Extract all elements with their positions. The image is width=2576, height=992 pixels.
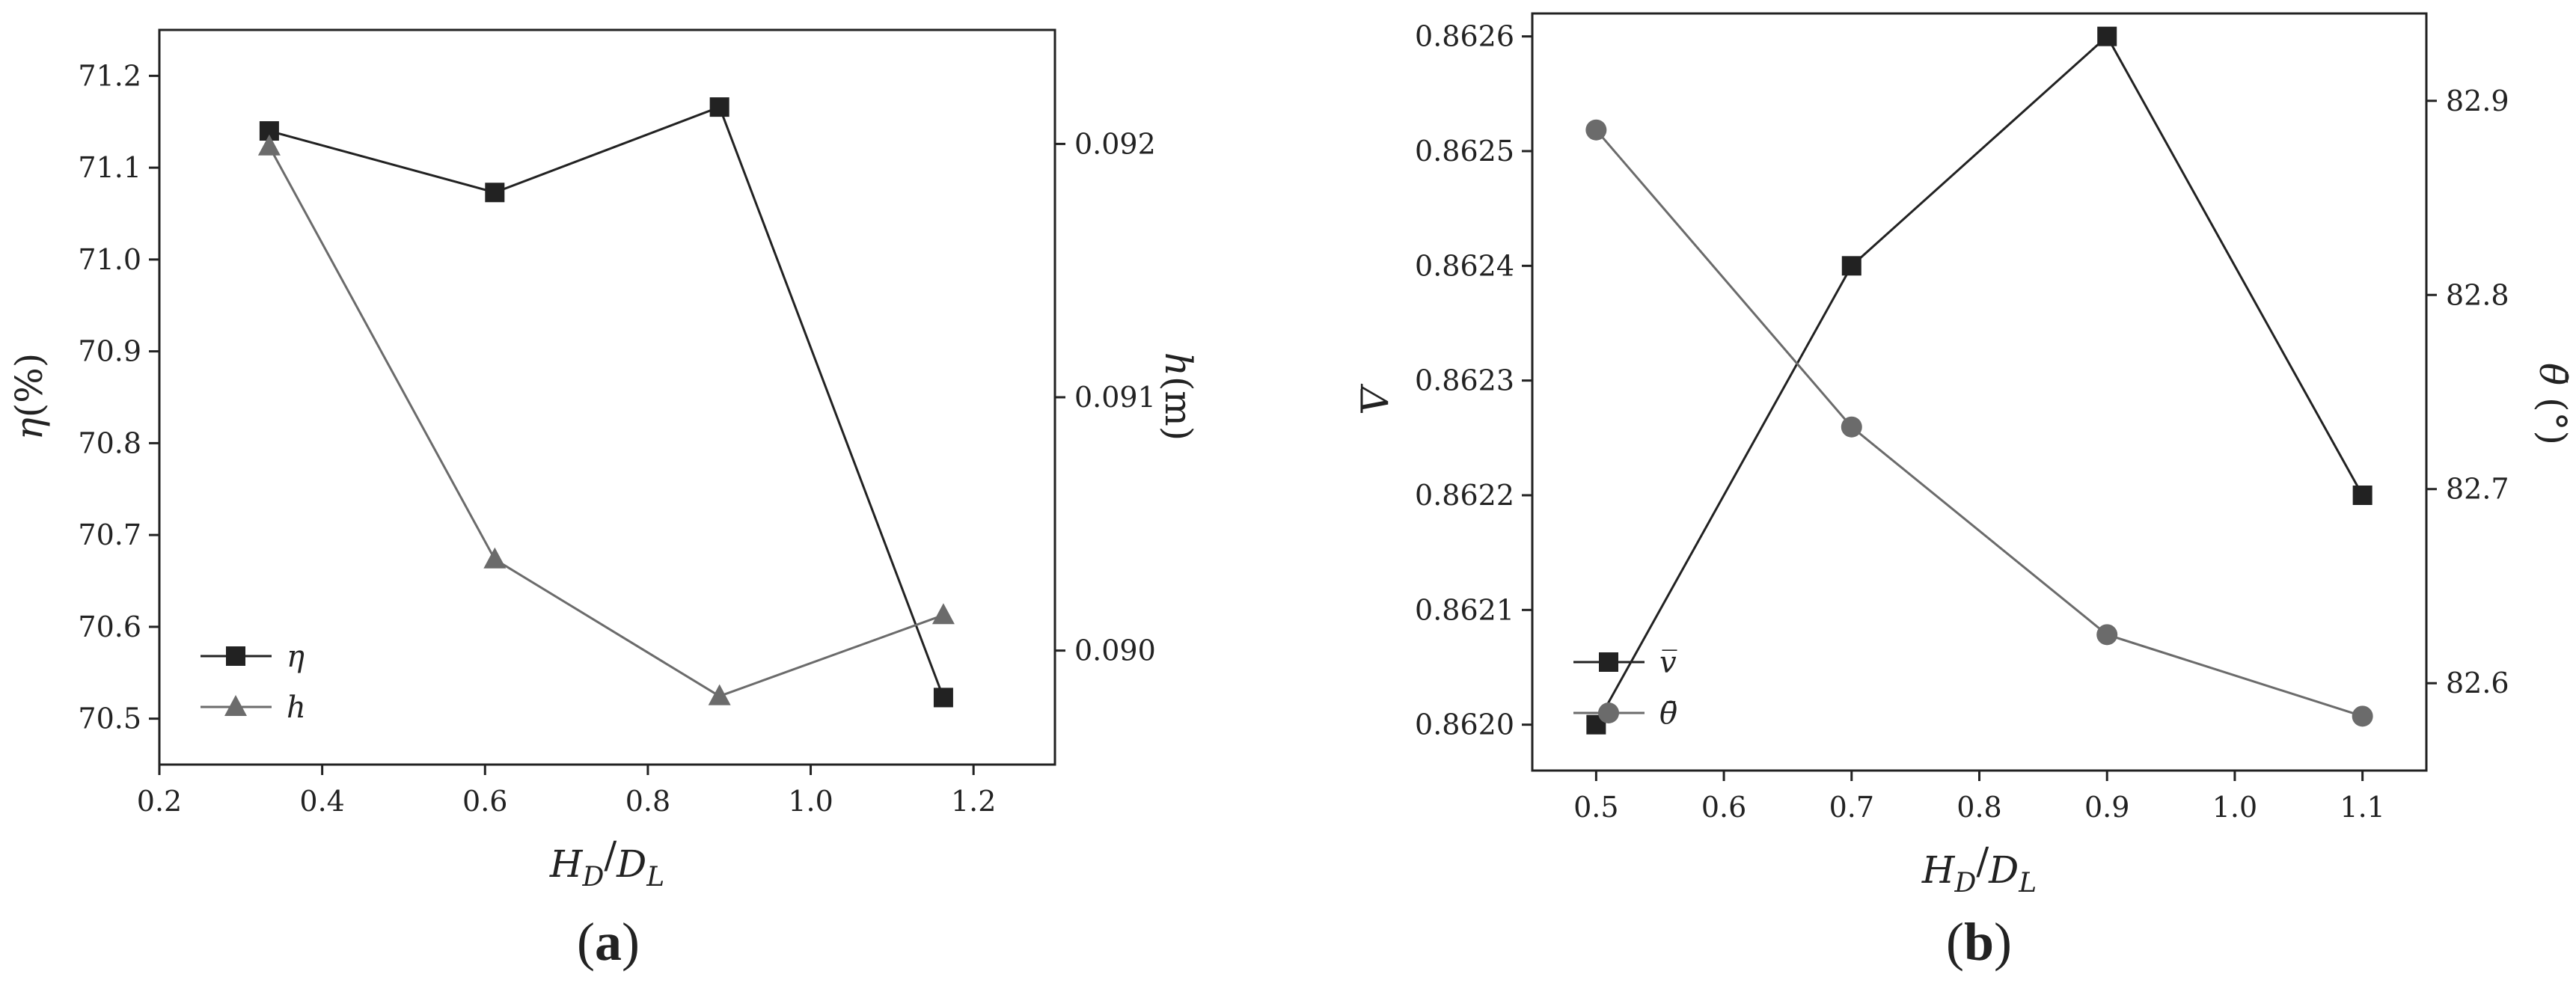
left-y-tick-label: 0.8626 (1415, 20, 1514, 53)
data-point-series-0 (485, 183, 505, 203)
left-y-axis-title: η(%) (7, 353, 51, 441)
left-y-axis-title: V (1353, 383, 1397, 414)
right-y-tick-label: 82.7 (2446, 473, 2509, 506)
panel-label-b: (b) (1946, 912, 2012, 972)
data-point-series-1 (1841, 416, 1862, 438)
right-y-tick-label: 82.9 (2446, 85, 2509, 117)
data-point-series-1 (708, 684, 731, 705)
x-tick-label: 0.8 (1957, 791, 2001, 824)
right-y-tick-label: 82.6 (2446, 667, 2509, 699)
x-tick-label: 0.6 (462, 785, 507, 818)
left-y-tick-label: 70.7 (78, 518, 141, 551)
chart-panel-a: 0.2 0.4 0.6 0.8 1.0 1.2 70.5 70.6 70.7 70.8 70.9 71… (7, 28, 1200, 972)
right-y-tick-label: 0.090 (1074, 634, 1156, 667)
series-line-1 (268, 146, 944, 698)
left-y-tick-label: 0.8623 (1415, 364, 1514, 397)
data-point-series-0 (2352, 486, 2372, 505)
left-y-tick-label: 70.9 (78, 335, 141, 368)
left-y-tick-label: 71.1 (78, 151, 141, 184)
x-axis-title: HD/DL (1921, 839, 2037, 898)
x-tick-label: 0.8 (625, 785, 670, 818)
legend-marker-0 (226, 646, 245, 666)
x-tick-label: 0.6 (1701, 791, 1746, 824)
left-y-tick-label: 0.8621 (1415, 593, 1514, 626)
data-point-series-0 (2097, 26, 2117, 46)
left-y-tick-label: 70.8 (78, 426, 141, 459)
left-y-tick-label: 70.6 (78, 610, 141, 643)
left-y-tick-label: 0.8624 (1415, 249, 1514, 282)
x-tick-label: 1.1 (2340, 791, 2384, 824)
x-tick-label: 0.9 (2084, 791, 2129, 824)
legend-marker-0 (1599, 652, 1618, 672)
left-y-tick-label: 70.5 (78, 702, 141, 735)
x-tick-label: 0.4 (299, 785, 344, 818)
data-point-series-1 (257, 134, 281, 156)
left-y-tick-label: 0.8620 (1415, 708, 1514, 741)
right-y-tick-label: 0.092 (1074, 127, 1156, 160)
legend-marker-1 (224, 695, 247, 716)
left-y-tick-label: 0.8625 (1415, 135, 1514, 168)
data-point-series-1 (1585, 119, 1607, 141)
x-tick-label: 1.0 (2212, 791, 2257, 824)
x-tick-label: 1.2 (951, 785, 996, 818)
x-tick-label: 1.0 (788, 785, 833, 818)
legend-entry-0: η (287, 640, 305, 674)
series-line-0 (1595, 34, 2364, 726)
right-y-tick-label: 0.091 (1074, 381, 1156, 414)
data-point-series-0 (709, 97, 729, 117)
legend-entry-1: θ̄ (1659, 696, 1677, 731)
legend-entry-1: h (287, 691, 306, 725)
right-y-axis-title: θ̄ (°) (2531, 363, 2575, 445)
legend-entry-0: v̅ (1659, 646, 1677, 680)
data-point-series-1 (2352, 705, 2373, 727)
left-y-tick-label: 71.0 (78, 243, 141, 276)
series-line-0 (269, 105, 945, 698)
series-line-1 (1595, 129, 2364, 717)
x-tick-label: 0.2 (137, 785, 182, 818)
x-axis-title: HD/DL (549, 833, 664, 893)
chart-panel-b: 0.5 0.6 0.7 0.8 0.9 1.0 1.1 0.8620 0.8621 0.8622 0… (1353, 12, 2575, 972)
data-point-series-0 (1841, 256, 1861, 276)
data-point-series-1 (931, 603, 955, 625)
data-point-series-1 (2096, 624, 2118, 646)
right-y-axis-title: h(m) (1157, 352, 1200, 441)
right-y-tick-label: 82.8 (2446, 278, 2509, 311)
left-y-tick-label: 0.8622 (1415, 479, 1514, 512)
x-tick-label: 0.7 (1829, 791, 1874, 824)
legend-marker-1 (1598, 702, 1619, 723)
data-point-series-1 (483, 547, 507, 569)
panel-label-a: (a) (577, 912, 640, 972)
x-tick-label: 0.5 (1573, 791, 1618, 824)
left-y-tick-label: 71.2 (78, 59, 141, 92)
data-point-series-0 (933, 688, 953, 708)
